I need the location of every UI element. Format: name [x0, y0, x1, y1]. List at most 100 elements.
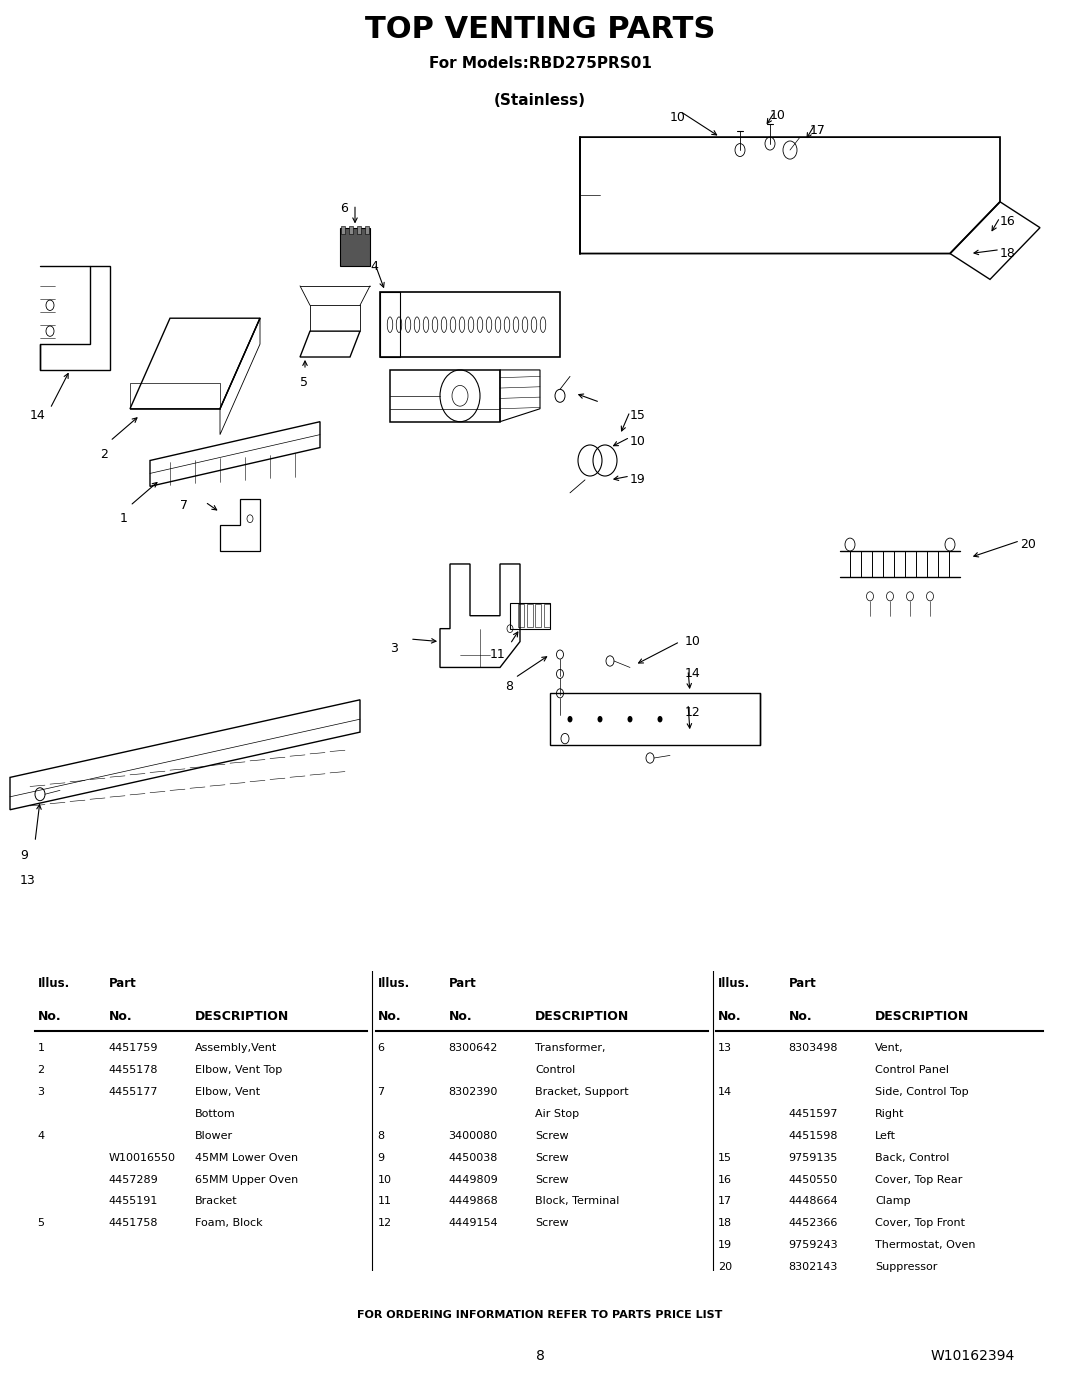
Text: 8303498: 8303498 — [788, 1044, 838, 1053]
Text: 65MM Upper Oven: 65MM Upper Oven — [194, 1175, 298, 1185]
Text: Part: Part — [788, 977, 816, 990]
Text: Screw: Screw — [535, 1175, 568, 1185]
Text: Control Panel: Control Panel — [875, 1065, 949, 1074]
Text: Vent,: Vent, — [875, 1044, 904, 1053]
Text: No.: No. — [717, 1010, 741, 1023]
Bar — [349, 226, 353, 235]
Text: 17: 17 — [810, 124, 826, 137]
Text: Air Stop: Air Stop — [535, 1109, 579, 1119]
Text: 8302143: 8302143 — [788, 1263, 838, 1273]
Text: 4457289: 4457289 — [108, 1175, 159, 1185]
Text: Left: Left — [875, 1130, 896, 1141]
Text: 1: 1 — [120, 513, 127, 525]
Text: Part: Part — [108, 977, 136, 990]
Text: For Models:RBD275PRS01: For Models:RBD275PRS01 — [429, 56, 651, 71]
Text: Block, Terminal: Block, Terminal — [535, 1196, 619, 1207]
Text: Screw: Screw — [535, 1218, 568, 1228]
Text: 15: 15 — [717, 1153, 731, 1162]
Text: 17: 17 — [717, 1196, 732, 1207]
Text: 4451758: 4451758 — [108, 1218, 158, 1228]
Text: 2: 2 — [38, 1065, 44, 1074]
Text: 4448664: 4448664 — [788, 1196, 838, 1207]
Text: 13: 13 — [717, 1044, 731, 1053]
Text: 19: 19 — [630, 474, 646, 486]
Text: 13: 13 — [21, 875, 36, 887]
Text: 2: 2 — [100, 447, 108, 461]
Circle shape — [658, 715, 662, 722]
Text: 16: 16 — [1000, 215, 1016, 228]
Text: 4449154: 4449154 — [448, 1218, 498, 1228]
Text: 9: 9 — [21, 848, 28, 862]
Text: Bottom: Bottom — [194, 1109, 235, 1119]
Text: 19: 19 — [717, 1241, 732, 1250]
Text: No.: No. — [108, 1010, 132, 1023]
Text: 4: 4 — [38, 1130, 44, 1141]
Text: 20: 20 — [1020, 538, 1036, 550]
Text: 12: 12 — [685, 707, 701, 719]
Text: Blower: Blower — [194, 1130, 233, 1141]
Text: Elbow, Vent Top: Elbow, Vent Top — [194, 1065, 282, 1074]
Text: Part: Part — [448, 977, 476, 990]
Circle shape — [627, 715, 633, 722]
Text: 10: 10 — [630, 434, 646, 447]
Bar — [365, 226, 369, 235]
Text: 16: 16 — [717, 1175, 731, 1185]
Text: 4455191: 4455191 — [108, 1196, 158, 1207]
Text: 9759135: 9759135 — [788, 1153, 838, 1162]
Text: No.: No. — [38, 1010, 62, 1023]
Text: 7: 7 — [180, 499, 188, 513]
Text: 15: 15 — [630, 409, 646, 422]
Circle shape — [597, 715, 603, 722]
Text: 7: 7 — [378, 1087, 384, 1097]
Text: 8302390: 8302390 — [448, 1087, 498, 1097]
Text: 8: 8 — [536, 1350, 544, 1363]
Text: TOP VENTING PARTS: TOP VENTING PARTS — [365, 15, 715, 43]
Text: 20: 20 — [717, 1263, 732, 1273]
Text: 4450550: 4450550 — [788, 1175, 838, 1185]
Text: Right: Right — [875, 1109, 905, 1119]
Text: DESCRIPTION: DESCRIPTION — [194, 1010, 289, 1023]
Text: FOR ORDERING INFORMATION REFER TO PARTS PRICE LIST: FOR ORDERING INFORMATION REFER TO PARTS … — [357, 1310, 723, 1320]
Text: Back, Control: Back, Control — [875, 1153, 949, 1162]
Text: Foam, Block: Foam, Block — [194, 1218, 262, 1228]
Bar — [357, 226, 361, 235]
Text: Screw: Screw — [535, 1130, 568, 1141]
Text: DESCRIPTION: DESCRIPTION — [535, 1010, 630, 1023]
Text: Clamp: Clamp — [875, 1196, 910, 1207]
Text: 18: 18 — [717, 1218, 732, 1228]
Text: 4455177: 4455177 — [108, 1087, 158, 1097]
Text: 4450038: 4450038 — [448, 1153, 498, 1162]
Text: 4: 4 — [370, 260, 378, 272]
Text: No.: No. — [448, 1010, 472, 1023]
Text: 11: 11 — [378, 1196, 392, 1207]
Text: Illus.: Illus. — [38, 977, 70, 990]
Text: 3: 3 — [390, 641, 397, 655]
Text: 6: 6 — [378, 1044, 384, 1053]
Text: 10: 10 — [378, 1175, 392, 1185]
Text: Bracket: Bracket — [194, 1196, 238, 1207]
Text: 8: 8 — [505, 680, 513, 693]
Text: 14: 14 — [685, 668, 701, 680]
Text: 4451597: 4451597 — [788, 1109, 838, 1119]
Text: Thermostat, Oven: Thermostat, Oven — [875, 1241, 975, 1250]
Text: 9: 9 — [378, 1153, 384, 1162]
Text: Control: Control — [535, 1065, 576, 1074]
Text: 3: 3 — [38, 1087, 44, 1097]
Text: 1: 1 — [38, 1044, 44, 1053]
Text: Side, Control Top: Side, Control Top — [875, 1087, 969, 1097]
Text: Transformer,: Transformer, — [535, 1044, 606, 1053]
Text: Screw: Screw — [535, 1153, 568, 1162]
Text: 5: 5 — [38, 1218, 44, 1228]
Text: 5: 5 — [300, 376, 308, 390]
Text: Elbow, Vent: Elbow, Vent — [194, 1087, 260, 1097]
Text: W10162394: W10162394 — [931, 1350, 1015, 1363]
Circle shape — [567, 715, 572, 722]
Text: Cover, Top Rear: Cover, Top Rear — [875, 1175, 962, 1185]
Text: 8: 8 — [378, 1130, 384, 1141]
Text: No.: No. — [788, 1010, 812, 1023]
Text: 14: 14 — [717, 1087, 732, 1097]
Text: 9759243: 9759243 — [788, 1241, 838, 1250]
Text: Bracket, Support: Bracket, Support — [535, 1087, 629, 1097]
Text: 18: 18 — [1000, 247, 1016, 260]
Text: 6: 6 — [340, 201, 348, 215]
